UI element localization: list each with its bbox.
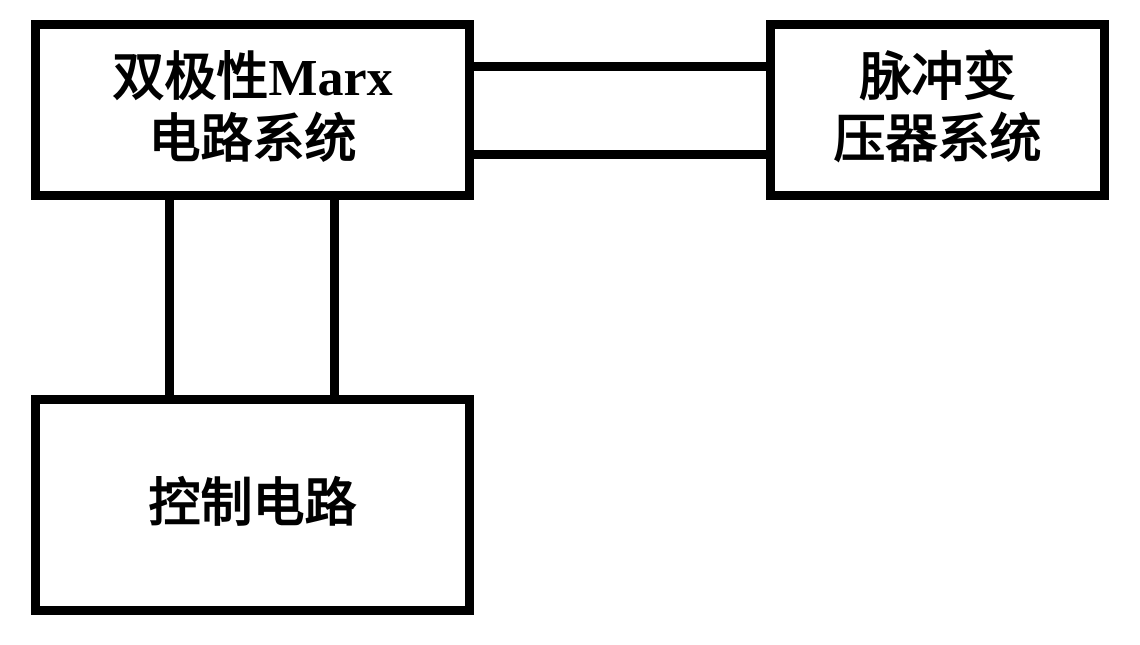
connector-marx-control-right [330, 200, 339, 395]
connector-marx-pulse-top [474, 62, 766, 71]
control-label: 控制电路 [148, 474, 356, 536]
pulse-transformer-box: 脉冲变 压器系统 [766, 20, 1109, 200]
connector-marx-pulse-bottom [474, 150, 766, 159]
pulse-label: 脉冲变 压器系统 [833, 48, 1041, 173]
marx-label: 双极性Marx 电路系统 [112, 48, 392, 173]
connector-marx-control-left [165, 200, 174, 395]
control-circuit-box: 控制电路 [31, 395, 474, 615]
marx-box: 双极性Marx 电路系统 [31, 20, 474, 200]
